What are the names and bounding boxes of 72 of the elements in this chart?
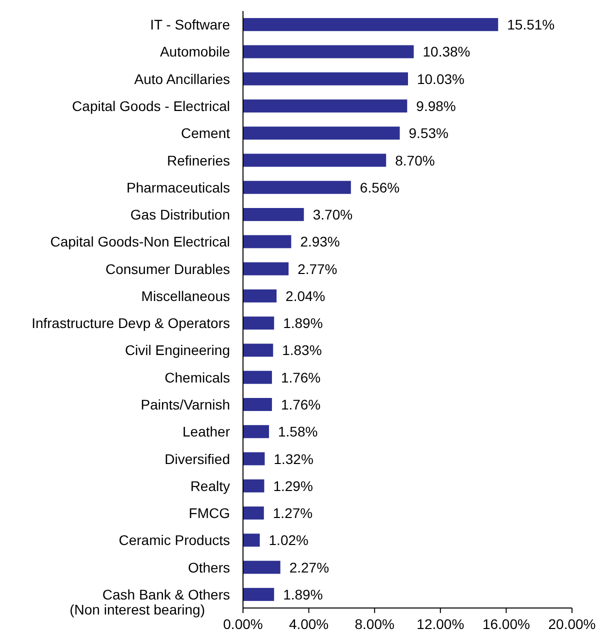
data-label: 1.89% — [283, 586, 323, 602]
data-label: 2.93% — [300, 234, 340, 250]
y-tick-label: Cash Bank & Others (Non interest bearing) — [70, 586, 230, 618]
data-label: 1.76% — [280, 396, 321, 412]
y-tick-label: Civil Engineering — [124, 342, 230, 358]
data-label: 1.76% — [280, 369, 321, 386]
y-tick-label: Diversified — [164, 450, 230, 467]
x-tick-label: 8.00% — [354, 616, 394, 632]
bar — [243, 235, 292, 248]
y-tick-label: Ceramic Products — [118, 532, 230, 548]
y-tick-label: Capital Goods - Electrical — [72, 98, 230, 114]
data-label: 1.32% — [274, 450, 314, 467]
data-label: 1.89% — [283, 315, 323, 332]
x-tick-label: 16.00% — [482, 616, 530, 632]
data-label: 15.51% — [507, 16, 555, 33]
x-tick-label: 12.00% — [416, 616, 464, 632]
x-tick-label: 20.00% — [548, 616, 596, 632]
bar — [243, 289, 277, 302]
bar — [243, 425, 269, 438]
y-tick-label: Miscellaneous — [141, 288, 230, 304]
y-tick-label: Chemicals — [164, 369, 230, 386]
bar — [243, 398, 272, 411]
bar — [243, 560, 280, 574]
data-label: 3.70% — [312, 206, 353, 223]
y-tick-label: Leather — [182, 424, 230, 440]
bar — [243, 534, 260, 547]
bar — [243, 316, 274, 330]
bar — [243, 72, 408, 86]
y-tick-label: Refineries — [166, 152, 230, 168]
data-label: 2.77% — [298, 260, 338, 277]
bar — [243, 99, 408, 112]
bar — [243, 506, 264, 520]
bar — [243, 370, 272, 384]
x-tick-label: 0.00% — [223, 616, 263, 632]
y-tick-label: Others — [188, 559, 230, 576]
x-tick-label: 4.00% — [288, 616, 329, 632]
bar — [243, 18, 498, 32]
bar — [243, 344, 274, 357]
data-label: 9.98% — [416, 98, 456, 114]
y-tick-label: FMCG — [188, 505, 230, 522]
data-label: 2.04% — [286, 288, 326, 304]
y-tick-label: Paints/Varnish — [140, 396, 230, 412]
bar — [243, 452, 265, 466]
data-label: 6.56% — [360, 179, 400, 196]
bar — [243, 588, 274, 601]
data-label: 9.53% — [408, 125, 448, 142]
data-label: 1.27% — [272, 505, 313, 522]
y-tick-label: Gas Distribution — [130, 206, 230, 223]
data-label: 1.83% — [282, 342, 322, 358]
data-label: 1.58% — [278, 424, 318, 440]
data-label: 10.03% — [416, 70, 464, 87]
data-label: 1.02% — [268, 532, 308, 548]
bar — [243, 126, 400, 140]
bar — [243, 262, 289, 276]
y-tick-label: Realty — [190, 478, 230, 494]
y-tick-label: Automobile — [160, 44, 230, 60]
y-tick-label: Capital Goods-Non Electrical — [50, 234, 230, 250]
y-tick-label: Consumer Durables — [106, 260, 230, 277]
y-tick-label: Infrastructure Devp & Operators — [32, 315, 230, 332]
y-tick-label: IT - Software — [150, 16, 230, 33]
bar — [243, 45, 414, 58]
data-label: 1.29% — [273, 478, 313, 494]
data-label: 8.70% — [395, 152, 435, 168]
bar — [243, 154, 386, 167]
y-tick-label: Auto Ancillaries — [134, 70, 230, 87]
bar — [243, 208, 304, 222]
bar — [243, 479, 264, 492]
bar — [243, 180, 351, 194]
y-tick-label: Cement — [180, 125, 230, 142]
data-label: 2.27% — [289, 559, 330, 576]
y-tick-label: Pharmaceuticals — [126, 179, 230, 196]
data-label: 10.38% — [422, 44, 470, 60]
